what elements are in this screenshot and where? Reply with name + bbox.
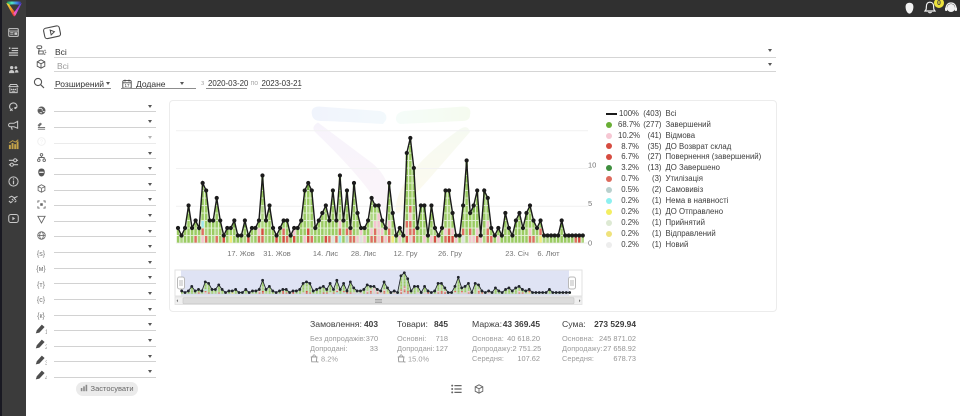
svg-text:23. Січ: 23. Січ bbox=[505, 249, 529, 258]
svg-text:10: 10 bbox=[588, 161, 596, 170]
svg-text:x: x bbox=[317, 360, 319, 363]
svg-text:28. Лис: 28. Лис bbox=[351, 249, 377, 258]
svg-text:0: 0 bbox=[588, 239, 592, 248]
svg-text:17. Жов: 17. Жов bbox=[227, 249, 255, 258]
svg-text:17: 17 bbox=[124, 83, 130, 88]
svg-text:2: 2 bbox=[45, 345, 47, 349]
svg-text:3: 3 bbox=[45, 361, 47, 365]
svg-text:14. Лис: 14. Лис bbox=[313, 249, 339, 258]
svg-text:31. Жов: 31. Жов bbox=[263, 249, 291, 258]
svg-text:5: 5 bbox=[588, 199, 592, 208]
svg-text:4: 4 bbox=[45, 376, 47, 380]
svg-text:x: x bbox=[404, 360, 406, 363]
svg-text:?: ? bbox=[40, 139, 43, 145]
svg-text:1: 1 bbox=[45, 330, 47, 334]
svg-text:6. Лют: 6. Лют bbox=[537, 249, 560, 258]
svg-text:12. Гру: 12. Гру bbox=[394, 249, 418, 258]
svg-text:26. Гру: 26. Гру bbox=[438, 249, 462, 258]
